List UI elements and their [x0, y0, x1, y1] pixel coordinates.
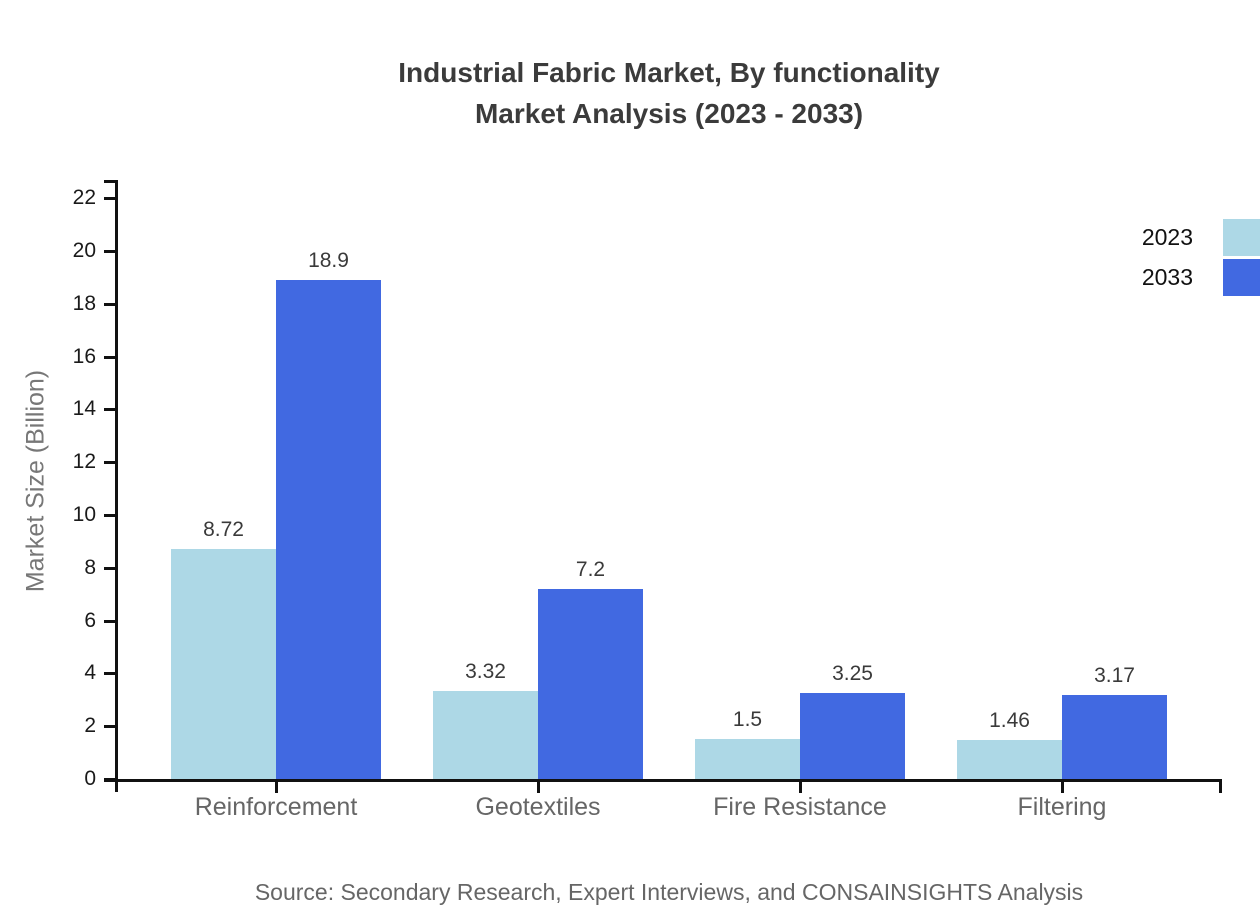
y-tick [104, 725, 118, 729]
x-tick [798, 782, 802, 793]
bar-2033-filtering [1062, 695, 1167, 779]
y-tick [104, 302, 118, 306]
y-tick-label: 22 [72, 186, 96, 210]
bar-value-2023-filtering: 1.46 [989, 709, 1030, 732]
y-tick [104, 778, 118, 781]
bar-2023-geotextiles [433, 691, 538, 779]
legend-label-2033: 2033 [1141, 264, 1193, 290]
bar-value-2033-fire-resistance: 3.25 [832, 662, 873, 685]
chart-title: Industrial Fabric Market, By functionali… [78, 52, 1260, 134]
bar-value-2023-geotextiles: 3.32 [465, 660, 506, 683]
chart-title-line2: Market Analysis (2023 - 2033) [474, 98, 864, 129]
y-tick [104, 250, 118, 253]
bar-2033-fire-resistance [800, 693, 905, 779]
x-tick [1060, 782, 1064, 793]
y-tick-label: 0 [84, 767, 96, 790]
y-axis-line [115, 180, 118, 792]
x-category-label-fire-resistance: Fire Resistance [713, 793, 887, 821]
y-tick-label: 12 [72, 450, 96, 474]
y-tick-label: 18 [72, 291, 96, 315]
y-tick-label: 20 [72, 239, 96, 262]
y-tick-label: 4 [84, 661, 96, 685]
y-tick [104, 514, 118, 517]
bar-value-2023-fire-resistance: 1.5 [732, 708, 763, 731]
x-category-label-reinforcement: Reinforcement [194, 793, 358, 821]
x-category-label-filtering: Filtering [1017, 793, 1107, 821]
bar-value-2023-reinforcement: 8.72 [203, 518, 244, 541]
bar-2033-reinforcement [276, 280, 381, 779]
source-note: Source: Secondary Research, Expert Inter… [254, 879, 1084, 905]
y-tick [104, 672, 118, 676]
x-tick [274, 782, 278, 793]
y-tick-label: 2 [84, 714, 96, 738]
bar-2033-geotextiles [538, 589, 643, 779]
bar-2023-reinforcement [171, 549, 276, 779]
x-axis-line [104, 779, 1222, 782]
y-tick-label: 14 [72, 397, 96, 421]
legend-swatch-2033 [1223, 259, 1260, 296]
chart-title-line1: Industrial Fabric Market, By functionali… [398, 57, 940, 88]
bar-value-2033-filtering: 3.17 [1094, 664, 1135, 687]
y-tick-label: 10 [72, 503, 96, 526]
y-tick [104, 566, 118, 570]
y-tick-label: 6 [84, 608, 96, 632]
bar-value-2033-reinforcement: 18.9 [308, 249, 349, 272]
y-tick [104, 355, 118, 359]
x-tick [536, 782, 540, 793]
legend-label-2023: 2023 [1141, 224, 1193, 250]
x-category-label-geotextiles: Geotextiles [475, 793, 601, 821]
bar-2023-fire-resistance [695, 739, 800, 779]
x-axis-end-tick [1219, 779, 1222, 793]
bar-2023-filtering [957, 740, 1062, 779]
y-tick-label: 8 [84, 555, 96, 579]
y-tick [104, 197, 118, 201]
y-tick [104, 619, 118, 623]
bar-value-2033-geotextiles: 7.2 [575, 558, 606, 581]
y-axis-end-tick [104, 180, 118, 183]
legend-swatch-2023 [1223, 219, 1260, 256]
y-tick [104, 408, 118, 412]
y-tick [104, 461, 118, 465]
y-tick-label: 16 [72, 344, 96, 368]
